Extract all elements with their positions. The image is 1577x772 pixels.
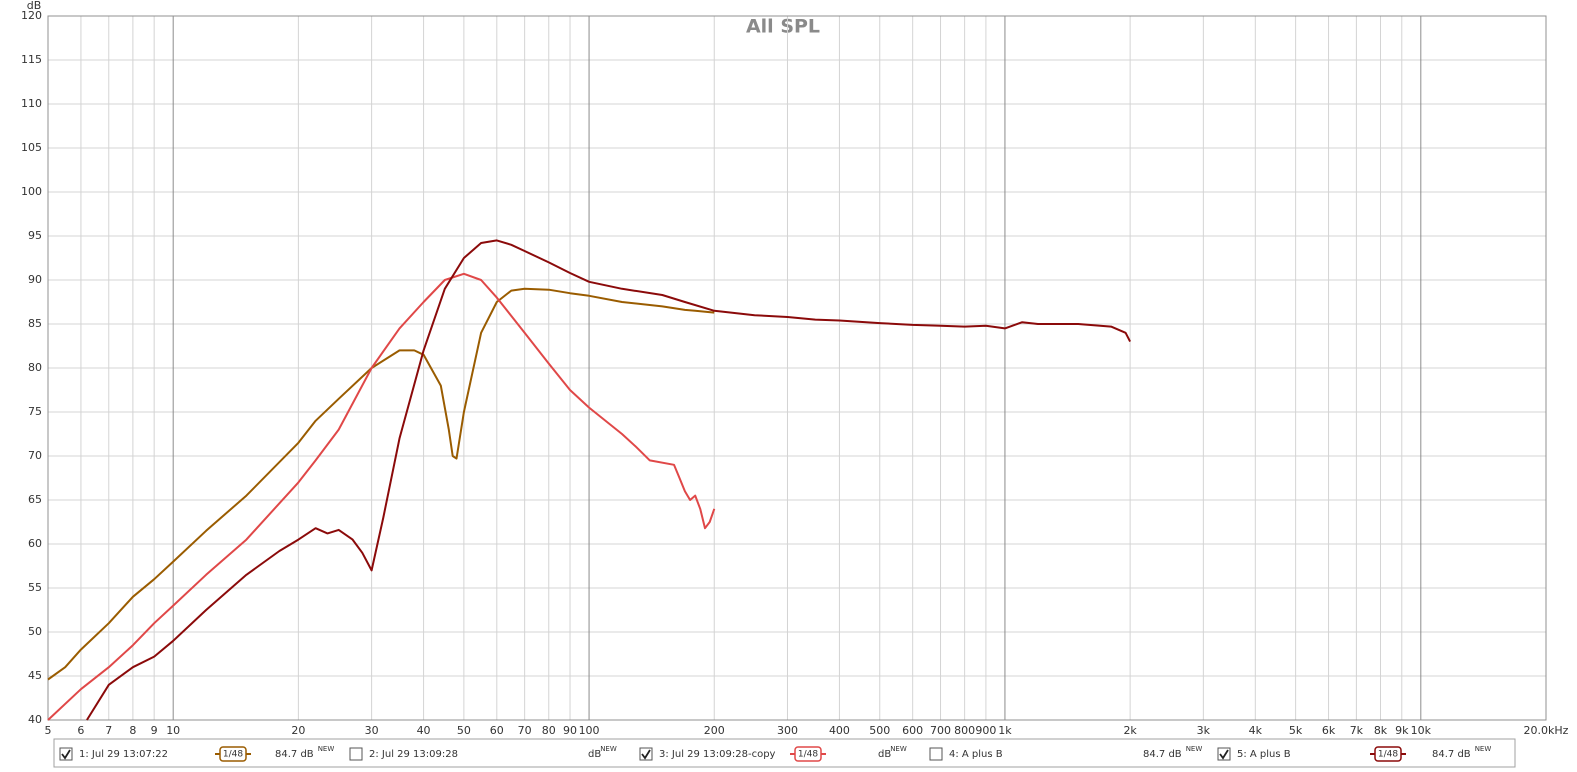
legend-checkbox[interactable]: [349, 747, 363, 761]
x-tick-label: 200: [704, 724, 725, 737]
legend-label: 5: A plus B: [1237, 749, 1291, 760]
x-tick-label: 6: [77, 724, 84, 737]
legend-badge: NEW: [318, 745, 335, 753]
legend-level: dB: [588, 749, 601, 760]
smoothing-label: 1/48: [798, 750, 818, 760]
x-tick-label: 5: [45, 724, 52, 737]
x-tick-label: 3k: [1197, 724, 1211, 737]
x-tick-label: 80: [542, 724, 556, 737]
x-tick-label: 1k: [998, 724, 1012, 737]
x-tick-label: 40: [417, 724, 431, 737]
legend-badge: NEW: [1186, 745, 1203, 753]
smoothing-icon[interactable]: [1374, 746, 1402, 762]
legend-level: dB: [878, 749, 891, 760]
legend-checkmark: [61, 749, 71, 760]
legend-box: [53, 738, 1516, 768]
y-tick-label: 75: [28, 405, 42, 418]
legend-level: 84.7 dB: [1143, 749, 1182, 760]
y-tick-label: 95: [28, 229, 42, 242]
series-line: [47, 287, 715, 681]
x-tick-label: 10: [166, 724, 180, 737]
chart-title: All SPL: [746, 16, 820, 38]
x-tick-label: 100: [579, 724, 600, 737]
legend-checkbox[interactable]: [59, 747, 73, 761]
x-tick-label: 800: [954, 724, 975, 737]
y-tick-label: 45: [28, 669, 42, 682]
x-tick-label: 90: [563, 724, 577, 737]
x-tick-label: 300: [777, 724, 798, 737]
x-tick-label: 600: [902, 724, 923, 737]
x-tick-label: 20: [291, 724, 305, 737]
y-tick-label: 100: [21, 185, 42, 198]
smoothing-icon[interactable]: [219, 746, 247, 762]
y-tick-label: 65: [28, 493, 42, 506]
x-tick-label: 900: [975, 724, 996, 737]
y-tick-label: 120: [21, 9, 42, 22]
legend-badge: NEW: [890, 745, 907, 753]
x-tick-label: 5k: [1289, 724, 1303, 737]
y-tick-label: 70: [28, 449, 42, 462]
x-tick-label: 500: [869, 724, 890, 737]
x-tick-label: 700: [930, 724, 951, 737]
x-tick-label: 9: [151, 724, 158, 737]
smoothing-icon[interactable]: [794, 746, 822, 762]
legend-label: 4: A plus B: [949, 749, 1003, 760]
legend-label: 1: Jul 29 13:07:22: [79, 749, 168, 760]
legend-checkbox[interactable]: [639, 747, 653, 761]
y-tick-label: 85: [28, 317, 42, 330]
series-line: [86, 239, 1131, 721]
smoothing-label: 1/48: [1378, 750, 1398, 760]
x-tick-label: 10k: [1411, 724, 1432, 737]
x-tick-label: 6k: [1322, 724, 1336, 737]
x-tick-label: 30: [365, 724, 379, 737]
legend-checkbox[interactable]: [1217, 747, 1231, 761]
x-tick-label: 70: [518, 724, 532, 737]
legend-label: 2: Jul 29 13:09:28: [369, 749, 458, 760]
legend-badge: NEW: [600, 745, 617, 753]
x-tick-label: 2k: [1123, 724, 1137, 737]
y-tick-label: 90: [28, 273, 42, 286]
legend-checkmark: [1219, 749, 1229, 760]
y-tick-label: 60: [28, 537, 42, 550]
x-tick-label: 4k: [1249, 724, 1263, 737]
y-tick-label: 40: [28, 713, 42, 726]
legend-level: 84.7 dB: [1432, 749, 1471, 760]
x-tick-label: 7k: [1350, 724, 1364, 737]
series-line: [47, 272, 716, 721]
legend-badge: NEW: [1475, 745, 1492, 753]
smoothing-label: 1/48: [223, 750, 243, 760]
legend-checkbox[interactable]: [929, 747, 943, 761]
y-tick-label: 80: [28, 361, 42, 374]
plot-border: [47, 15, 1547, 721]
x-tick-label: 400: [829, 724, 850, 737]
y-tick-label: 115: [21, 53, 42, 66]
y-tick-label: 50: [28, 625, 42, 638]
y-tick-label: 55: [28, 581, 42, 594]
legend-level: 84.7 dB: [275, 749, 314, 760]
x-tick-label: 7: [105, 724, 112, 737]
x-tick-label: 8k: [1374, 724, 1388, 737]
x-tick-label: 60: [490, 724, 504, 737]
y-tick-label: 110: [21, 97, 42, 110]
x-tick-label: 9k: [1395, 724, 1409, 737]
legend-checkmark: [641, 749, 651, 760]
y-tick-label: 105: [21, 141, 42, 154]
x-tick-label: 20.0kHz: [1524, 724, 1569, 737]
x-tick-label: 8: [129, 724, 136, 737]
legend-label: 3: Jul 29 13:09:28-copy: [659, 749, 776, 760]
x-tick-label: 50: [457, 724, 471, 737]
y-axis-label: dB: [27, 0, 42, 12]
